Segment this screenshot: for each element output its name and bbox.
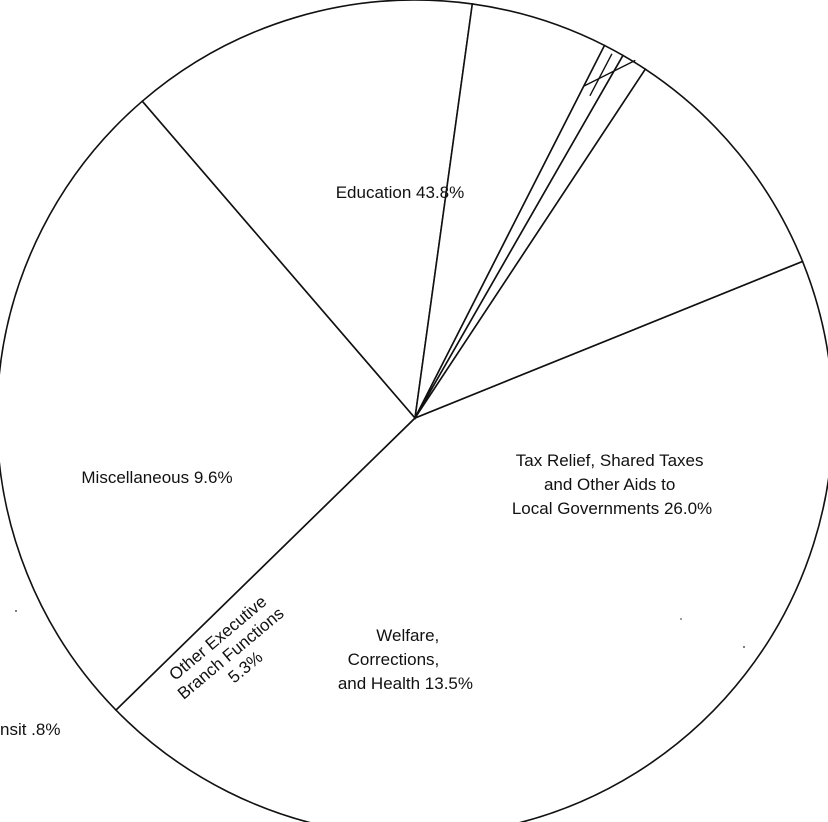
label-transit: nsit .8% [0,720,60,739]
label-transit-line-1: nsit .8% [0,720,60,739]
slice-education [114,260,828,822]
label-welfare-line-3: and Health 13.5% [338,674,473,693]
scan-specks [15,610,745,648]
label-welfare: Welfare, Corrections, and Health 13.5% [338,626,473,693]
slice-tax-relief [0,100,417,712]
speck [15,610,17,612]
slice-other-executive [414,3,606,419]
label-tax-relief-line-3: Local Governments 26.0% [512,499,712,518]
label-education: Education 43.8% [336,183,465,202]
leader-lines [583,53,636,97]
label-tax-relief-line-2: and Other Aids to [544,475,675,494]
leader-line-transit [589,53,613,97]
label-tax-relief-line-1: Tax Relief, Shared Taxes [516,451,704,470]
leader-line-cut-off-slice [583,59,636,88]
label-education-line-1: Education 43.8% [336,183,465,202]
label-tax-relief: Tax Relief, Shared Taxes and Other Aids … [512,451,712,518]
label-miscellaneous-line-1: Miscellaneous 9.6% [81,468,232,487]
speck [743,646,745,648]
slice-miscellaneous [412,68,804,420]
label-welfare-line-2: Corrections, [348,650,440,669]
label-miscellaneous: Miscellaneous 9.6% [81,468,232,487]
speck [680,618,682,620]
label-welfare-line-1: Welfare, [376,626,439,645]
slice-welfare [141,0,474,420]
